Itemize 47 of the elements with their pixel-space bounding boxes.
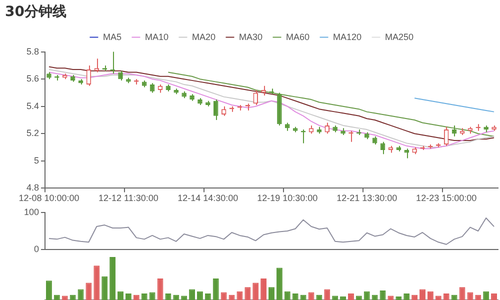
- candlestick: [94, 58, 100, 73]
- bar: [102, 276, 108, 300]
- bar: [324, 289, 330, 300]
- bar: [420, 289, 426, 300]
- bar: [260, 278, 267, 300]
- bar: [396, 296, 402, 300]
- legend-label: MA10: [144, 32, 168, 42]
- bar: [268, 287, 274, 300]
- x-tick-label: 12-08 10:00:00: [18, 193, 80, 204]
- bar: [189, 289, 196, 300]
- y-tick-label: 0: [34, 244, 39, 254]
- candlestick: [150, 82, 155, 94]
- candlestick: [380, 141, 386, 155]
- y-tick-label: 5: [34, 155, 39, 166]
- bar: [276, 268, 282, 300]
- bar: [244, 287, 251, 300]
- bar: [252, 282, 259, 300]
- legend-label: MA5: [102, 32, 122, 42]
- x-tick-label: 12-19 10:30:00: [257, 193, 318, 204]
- candlestick: [221, 106, 226, 116]
- legend-label: MA250: [385, 32, 414, 42]
- bar: [212, 278, 219, 300]
- y-tick-label: 5.8: [26, 46, 39, 56]
- candlestick: [444, 126, 449, 146]
- legend-label: MA20: [192, 32, 216, 42]
- legend-label: MA30: [238, 32, 262, 42]
- y-tick-label: 5.2: [26, 128, 39, 138]
- candlestick: [118, 70, 123, 81]
- y-tick-label: 5.4: [26, 100, 39, 111]
- bar: [94, 266, 100, 300]
- y-tick-label: 5.6: [26, 74, 39, 84]
- chart-title: 30分钟线: [5, 4, 66, 20]
- y-tick-label: 4.8: [26, 182, 39, 193]
- bar: [86, 282, 92, 300]
- x-tick-label: 12-12 11:30:00: [98, 193, 158, 204]
- candlestick: [86, 64, 92, 86]
- x-tick-label: 12-14 14:30:00: [178, 193, 238, 204]
- x-tick-label: 12-23 15:00:00: [416, 193, 477, 204]
- candlestick: [213, 99, 218, 120]
- bar: [340, 296, 346, 300]
- y-tick-label: 100: [24, 206, 39, 217]
- x-tick-label: 12-21 13:30:00: [336, 193, 398, 204]
- legend-label: MA120: [333, 32, 362, 42]
- legend-label: MA60: [286, 32, 310, 42]
- candlestick: [253, 89, 258, 106]
- bar: [110, 257, 116, 300]
- bar: [46, 280, 52, 300]
